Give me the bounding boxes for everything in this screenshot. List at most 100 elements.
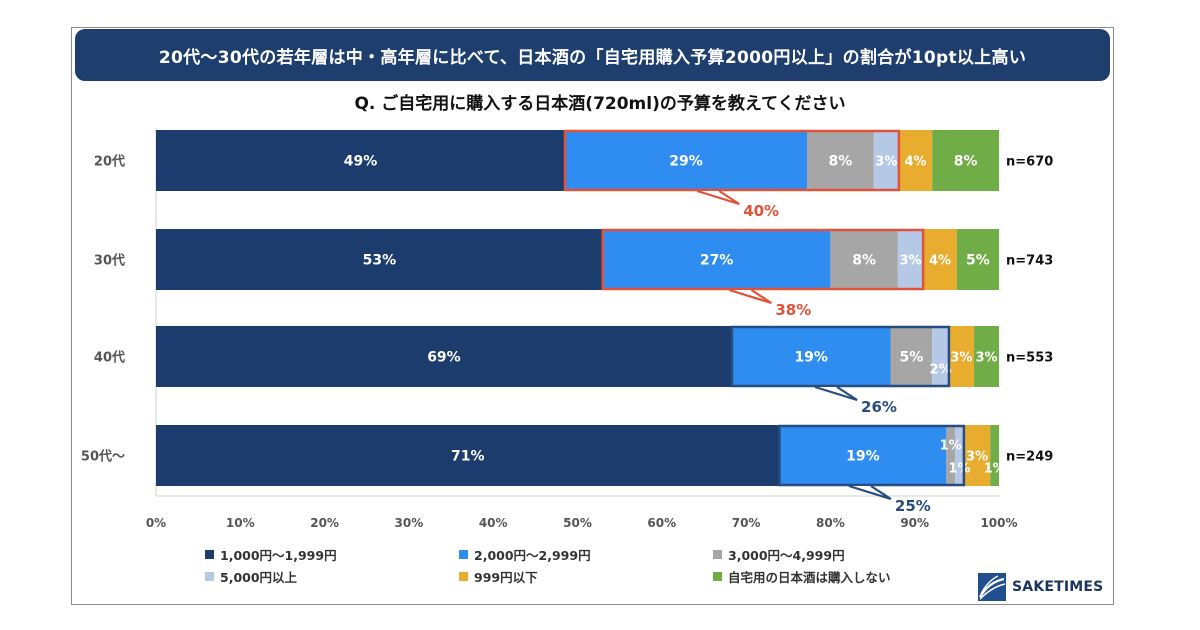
callout-box [563,129,901,192]
bar-segment [830,229,898,290]
category-label: 50代～ [81,449,125,465]
legend-swatch [713,549,722,559]
segment-label: 4% [929,254,951,269]
segment-label: 71% [451,449,485,465]
x-tick-label: 20% [310,516,339,530]
bar-segment [897,229,924,290]
category-label: 40代 [94,350,125,366]
callout-label: 26% [861,398,897,416]
segment-label: 4% [904,155,926,170]
callout-box [778,424,966,487]
segment-label: 8% [954,154,978,170]
segment-label: 8% [829,154,853,170]
legend-swatch [205,549,214,559]
legend-label: 自宅用の日本酒は購入しない [728,569,891,585]
chart-frame [71,27,1114,605]
bar-segment [898,130,933,191]
banner-title: 20代～30代の若年層は中・高年層に比べて、日本酒の「自宅用購入予算2000円以… [75,29,1110,81]
x-tick-label: 60% [647,516,676,530]
legend-item: 3,000円～4,999円 [713,545,967,563]
segment-label: 3% [875,155,897,170]
bar-segment [156,425,780,486]
segment-label: 69% [427,350,461,366]
legend-swatch [205,571,214,581]
legend-swatch [713,571,722,581]
bar-segment [156,229,603,290]
x-tick-label: 10% [226,516,255,530]
legend-item: 2,000円～2,999円 [459,545,713,563]
legend-item: 自宅用の日本酒は購入しない [713,567,967,585]
legend-label: 2,000円～2,999円 [474,547,591,563]
legend-swatch [459,549,468,559]
callout-pointer [814,385,858,402]
brand: SAKETIMES [978,573,1103,601]
segment-label: 1% [984,462,1006,477]
segment-label: 8% [852,253,876,269]
x-tick-label: 0% [146,516,166,530]
x-tick-label: 80% [816,516,845,530]
segment-label: 27% [700,253,734,269]
bar-segment [779,425,947,486]
callout-pointer [696,189,740,206]
bar-segment [956,229,999,290]
segment-label: 5% [966,253,990,269]
bar-segment [923,229,957,290]
callout-box [730,325,951,388]
segment-label: 3% [966,450,988,465]
segment-label: 3% [899,254,921,269]
legend-item: 5,000円以上 [205,567,459,585]
bar-segment [948,326,974,387]
sample-size-label: n=553 [1006,351,1053,366]
category-label: 20代 [94,154,125,170]
bar-segment [156,130,565,191]
bar-segment [890,326,933,387]
x-tick-label: 50% [563,516,592,530]
bar-segment [963,425,991,486]
x-tick-label: 70% [732,516,761,530]
segment-label: 3% [950,351,972,366]
segment-label: 53% [363,253,397,269]
segment-label: 29% [669,154,703,170]
x-tick-label: 90% [900,516,929,530]
bar-segment [807,130,874,191]
bar-segment [156,326,732,387]
callout-label: 25% [895,497,931,515]
x-tick-label: 40% [479,516,508,530]
sample-size-label: n=670 [1006,155,1053,170]
callout-pointer [848,484,892,501]
x-tick-label: 100% [980,516,1017,530]
category-label: 30代 [94,253,125,269]
question-title: Q. ご自宅用に購入する日本酒(720ml)の予算を教えてください [354,94,846,114]
bar-segment [731,326,891,387]
bar-segment [602,229,831,290]
bar-segment [564,130,808,191]
bar-segment [946,425,956,486]
bar-segment [955,425,964,486]
legend-label: 1,000円～1,999円 [220,547,337,563]
segment-label: 3% [975,351,997,366]
segment-label: 2% [930,363,952,378]
segment-label: 19% [794,350,828,366]
banner-title-text: 20代～30代の若年層は中・高年層に比べて、日本酒の「自宅用購入予算2000円以… [158,47,1027,68]
legend-label: 999円以下 [474,569,538,585]
callout-pointer [729,288,772,305]
segment-label: 1% [940,439,962,454]
bar-segment [932,130,999,191]
segment-label: 19% [846,449,880,465]
sample-size-label: n=743 [1006,254,1053,269]
saketimes-logo-icon [978,573,1006,601]
brand-name: SAKETIMES [1012,579,1104,595]
sample-size-label: n=249 [1006,450,1053,465]
legend-item: 999円以下 [459,567,713,585]
legend-label: 5,000円以上 [220,569,298,585]
bar-segment [990,425,999,486]
callout-label: 40% [743,202,779,220]
bar-segment [932,326,949,387]
callout-box [601,228,925,291]
chart-legend: 1,000円～1,999円 2,000円～2,999円 3,000円～4,999円 5… [205,545,965,585]
x-tick-label: 30% [395,516,424,530]
segment-label: 49% [344,154,378,170]
callout-label: 38% [775,301,811,319]
segment-label: 5% [899,350,923,366]
